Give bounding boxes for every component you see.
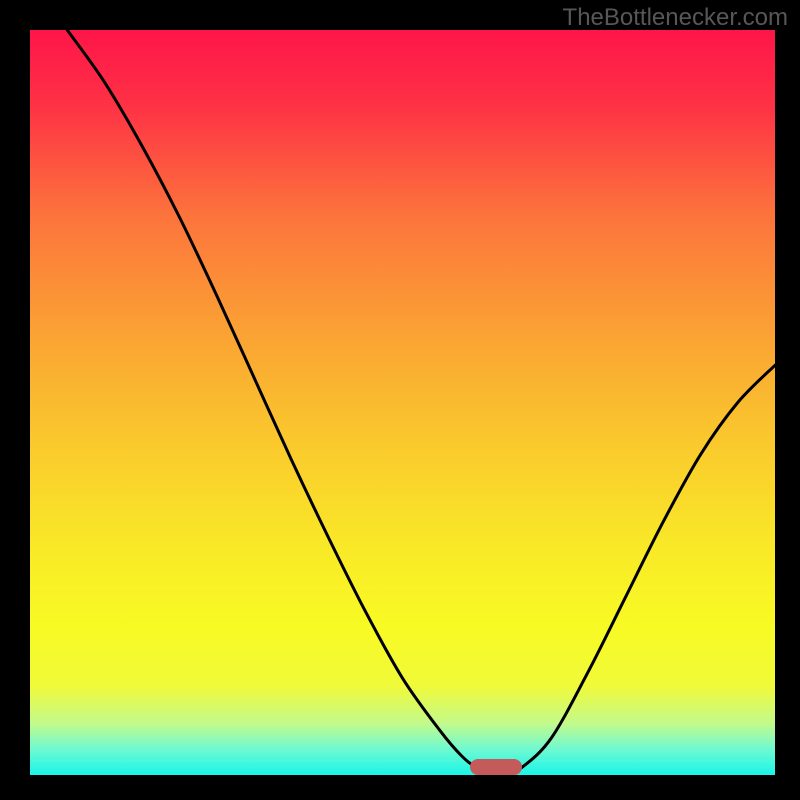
watermark-text: TheBottlenecker.com (563, 4, 788, 32)
optimal-marker (470, 759, 522, 775)
background-gradient (30, 30, 775, 775)
plot-area (30, 30, 775, 775)
